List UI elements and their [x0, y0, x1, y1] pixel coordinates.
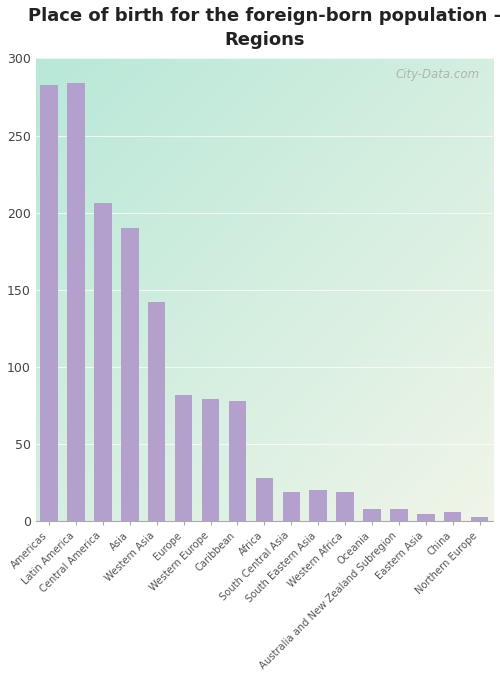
- Text: City-Data.com: City-Data.com: [395, 68, 479, 81]
- Bar: [310, 490, 327, 521]
- Bar: [40, 85, 58, 521]
- Bar: [228, 401, 246, 521]
- Bar: [336, 492, 354, 521]
- Bar: [444, 512, 462, 521]
- Bar: [417, 514, 434, 521]
- Bar: [390, 509, 407, 521]
- Bar: [121, 228, 138, 521]
- Bar: [175, 395, 192, 521]
- Bar: [363, 509, 380, 521]
- Bar: [148, 302, 166, 521]
- Bar: [202, 399, 220, 521]
- Bar: [256, 478, 273, 521]
- Title: Place of birth for the foreign-born population -
Regions: Place of birth for the foreign-born popu…: [28, 7, 500, 49]
- Bar: [471, 517, 488, 521]
- Bar: [94, 203, 112, 521]
- Bar: [282, 492, 300, 521]
- Bar: [68, 83, 85, 521]
